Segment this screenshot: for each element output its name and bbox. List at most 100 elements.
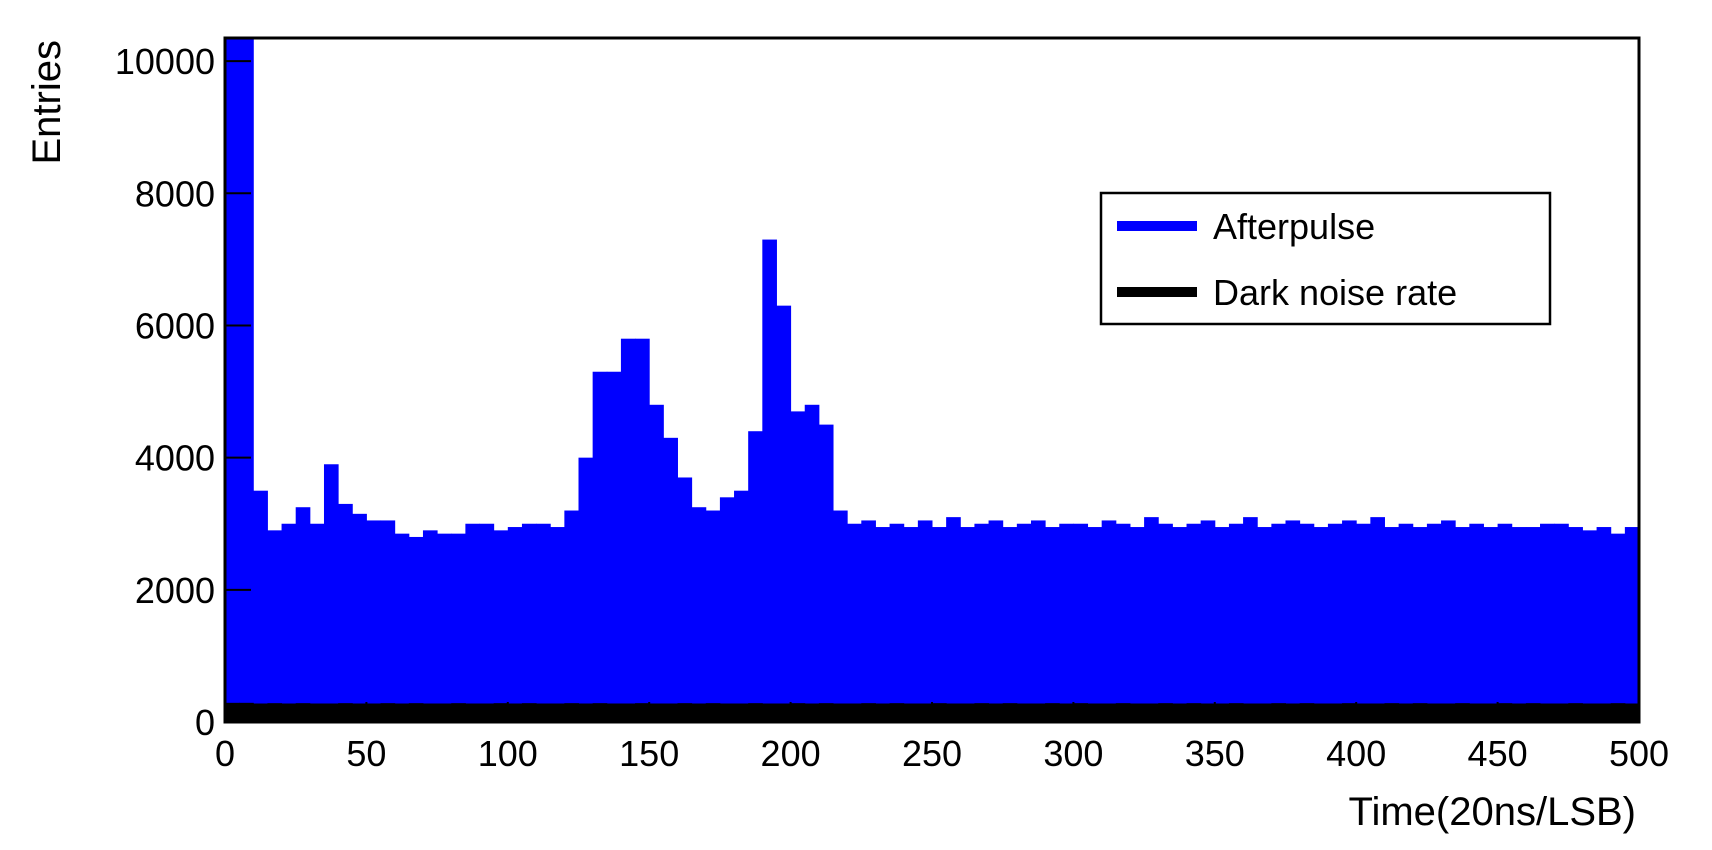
bar xyxy=(1596,527,1612,722)
bar xyxy=(960,703,975,722)
bar xyxy=(1525,703,1541,722)
bar xyxy=(465,703,481,722)
bar xyxy=(889,703,905,722)
bar xyxy=(1228,703,1244,722)
y-tick-label: 10000 xyxy=(115,41,215,82)
bar xyxy=(734,703,749,722)
bar xyxy=(1172,527,1188,722)
bar xyxy=(875,703,891,722)
bar xyxy=(734,490,749,722)
x-axis-label: Time(20ns/LSB) xyxy=(1349,790,1637,834)
bar xyxy=(663,437,678,722)
bar xyxy=(1398,703,1414,722)
bar xyxy=(1144,517,1159,722)
bar xyxy=(1469,523,1484,722)
bar xyxy=(620,703,636,722)
bar xyxy=(917,520,933,722)
bar xyxy=(1596,703,1612,722)
bar xyxy=(1271,523,1286,722)
bar xyxy=(1186,703,1202,722)
bar xyxy=(804,703,820,722)
x-tick-label: 450 xyxy=(1468,733,1528,774)
bar xyxy=(1059,703,1074,722)
legend-label: Afterpulse xyxy=(1213,206,1375,247)
bar xyxy=(408,536,424,722)
bar xyxy=(1426,703,1442,722)
bar xyxy=(748,703,763,722)
bar xyxy=(550,527,565,722)
bar xyxy=(1483,703,1499,722)
x-tick-label: 500 xyxy=(1609,733,1669,774)
bar xyxy=(691,507,707,722)
bar xyxy=(1002,703,1018,722)
bar xyxy=(861,520,876,722)
bar xyxy=(1483,527,1499,722)
bar xyxy=(1370,517,1385,722)
x-tick-label: 250 xyxy=(902,733,962,774)
bar xyxy=(479,523,495,722)
legend-label: Dark noise rate xyxy=(1213,272,1457,313)
bar xyxy=(649,703,664,722)
bar xyxy=(507,527,523,722)
bar xyxy=(932,703,947,722)
bar xyxy=(1158,523,1173,722)
bar xyxy=(988,520,1004,722)
bar xyxy=(1624,703,1639,722)
bar xyxy=(776,703,792,722)
bar xyxy=(635,703,650,722)
bar xyxy=(847,703,862,722)
bar xyxy=(932,527,947,722)
bar xyxy=(946,517,961,722)
bar xyxy=(1115,523,1131,722)
bar xyxy=(1497,523,1513,722)
bar xyxy=(1016,523,1032,722)
bar xyxy=(606,703,622,722)
bar xyxy=(239,702,254,722)
bar xyxy=(1285,703,1301,722)
x-tick-label: 50 xyxy=(346,733,386,774)
bar xyxy=(677,703,693,722)
bar xyxy=(1582,703,1598,722)
bar xyxy=(705,510,721,722)
bar xyxy=(1384,703,1400,722)
bar xyxy=(366,520,382,722)
bar xyxy=(762,703,777,722)
bar xyxy=(974,523,990,722)
bar xyxy=(847,523,862,722)
bar xyxy=(1299,523,1315,722)
bar xyxy=(422,703,438,722)
bar xyxy=(1073,703,1089,722)
bar xyxy=(295,703,311,722)
bar xyxy=(762,239,777,722)
y-tick-label: 6000 xyxy=(135,305,215,346)
bar xyxy=(790,703,806,722)
bar xyxy=(1568,527,1583,722)
bar xyxy=(1426,523,1442,722)
bar xyxy=(1045,703,1060,722)
bar xyxy=(1214,703,1230,722)
bar xyxy=(663,703,678,722)
bar xyxy=(1540,703,1555,722)
bar xyxy=(1441,520,1456,722)
y-tick-label: 8000 xyxy=(135,173,215,214)
bar xyxy=(1172,703,1188,722)
bar xyxy=(1016,703,1032,722)
legend-box xyxy=(1099,191,1552,326)
bar xyxy=(1398,523,1414,722)
bar xyxy=(1002,527,1018,722)
bar xyxy=(1271,703,1286,722)
bar xyxy=(352,513,367,722)
bar xyxy=(253,703,268,722)
bar xyxy=(592,703,608,722)
bar xyxy=(1610,533,1626,722)
bar xyxy=(1285,520,1301,722)
bar xyxy=(1582,530,1598,722)
plot-area xyxy=(225,38,1639,722)
bar xyxy=(649,404,664,722)
bar xyxy=(833,510,848,722)
y-axis-label: Entries xyxy=(25,40,69,165)
bar xyxy=(1214,527,1230,722)
bar xyxy=(606,371,622,722)
bar xyxy=(748,431,763,722)
